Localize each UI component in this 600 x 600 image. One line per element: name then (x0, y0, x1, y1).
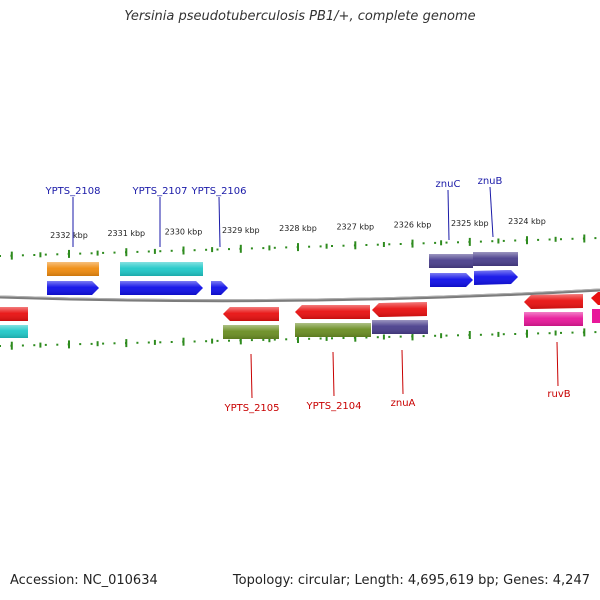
tick-label: 2329 kbp (222, 226, 260, 235)
cds-arrow-ypts-2106[interactable] (211, 281, 228, 295)
gene-label-ypts-2106[interactable]: YPTS_2106 (190, 186, 246, 197)
cds-arrow-left-edge[interactable] (0, 307, 28, 321)
gene-label-znua[interactable]: znuA (391, 398, 416, 409)
cds-arrow-ypts-2105[interactable] (223, 307, 279, 321)
forward-gene-labels: YPTS_2108 YPTS_2107 YPTS_2106 znuC znuB (44, 176, 502, 197)
leader-znua (401, 349, 404, 395)
gene-label-ypts-2107[interactable]: YPTS_2107 (131, 186, 187, 197)
leader-znuc (447, 189, 450, 241)
reverse-strand-features (0, 292, 600, 339)
cds-arrow-right-edge[interactable] (591, 292, 600, 305)
genome-summary-label: Topology: circular; Length: 4,695,619 bp… (232, 573, 590, 588)
cds-arrow-ruvb[interactable] (524, 294, 583, 309)
leader-ypts-2106 (218, 196, 221, 248)
cds-arrow-ypts-2107[interactable] (120, 281, 203, 295)
feature-olive-block-ypts-2104[interactable] (295, 323, 371, 337)
cds-arrow-ypts-2108[interactable] (47, 281, 99, 295)
tick-label: 2330 kbp (165, 228, 203, 237)
tick-label: 2325 kbp (451, 219, 489, 228)
feature-magenta-block-right-edge[interactable] (592, 309, 600, 323)
reverse-gene-leaders (250, 341, 559, 399)
forward-strand-features (47, 252, 518, 295)
feature-cyan-block-left-edge[interactable] (0, 325, 28, 338)
tick-label: 2324 kbp (508, 217, 546, 226)
reverse-gene-labels: YPTS_2105 YPTS_2104 znuA ruvB (223, 389, 570, 414)
gene-label-ypts-2104[interactable]: YPTS_2104 (305, 401, 361, 412)
genome-backbone (0, 288, 600, 303)
cds-arrow-znua[interactable] (372, 302, 427, 317)
gene-label-ypts-2105[interactable]: YPTS_2105 (223, 403, 279, 414)
accession-label: Accession: NC_010634 (10, 573, 158, 588)
feature-olive-block-ypts-2105[interactable] (223, 325, 279, 339)
feature-slate-block-znua[interactable] (372, 320, 428, 334)
cds-arrow-ypts-2104[interactable] (295, 305, 370, 319)
leader-ypts-2105 (250, 353, 253, 399)
leader-ruvb (556, 341, 559, 387)
tick-label: 2328 kbp (279, 224, 317, 233)
feature-orange-block[interactable] (47, 262, 99, 276)
genome-backbone-highlight (0, 288, 600, 301)
leader-ypts-2104 (332, 351, 335, 397)
tick-label: 2326 kbp (394, 221, 432, 230)
cds-arrow-znub[interactable] (474, 270, 518, 285)
cds-arrow-znuc[interactable] (430, 273, 473, 287)
feature-slate-block-znuc[interactable] (429, 254, 473, 268)
tick-row-top (0, 234, 597, 260)
leader-znub (489, 186, 494, 238)
tick-label: 2327 kbp (336, 222, 374, 231)
gene-label-ruvb[interactable]: ruvB (547, 389, 570, 400)
feature-cyan-block[interactable] (120, 262, 203, 276)
tick-label: 2331 kbp (107, 229, 145, 238)
feature-slate-block-znub[interactable] (473, 252, 518, 266)
gene-label-znuc[interactable]: znuC (436, 179, 461, 190)
tick-label: 2332 kbp (50, 231, 88, 240)
feature-magenta-block-ruvb[interactable] (524, 312, 583, 326)
forward-gene-leaders (72, 186, 494, 248)
gene-label-znub[interactable]: znuB (478, 176, 503, 187)
tick-labels: 2332 kbp 2331 kbp 2330 kbp 2329 kbp 2328 kbp… (50, 217, 546, 240)
gene-label-ypts-2108[interactable]: YPTS_2108 (44, 186, 100, 197)
map-title: Yersinia pseudotuberculosis PB1/+, compl… (124, 9, 476, 24)
